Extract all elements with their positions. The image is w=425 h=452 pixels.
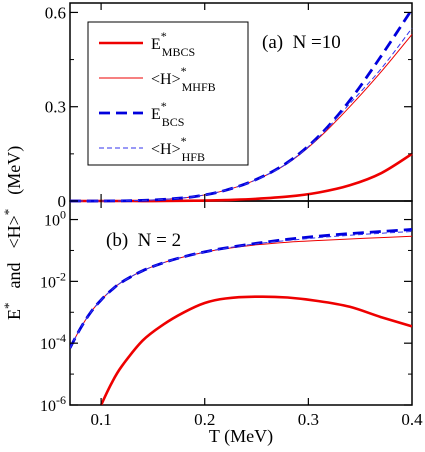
panel-b-series-4-line <box>70 231 412 349</box>
legend-label: <H>* HFB <box>151 134 205 164</box>
panel-b-x-tick-label: 0.3 <box>298 410 319 429</box>
y-label-unit: (MeV) <box>4 146 25 195</box>
svg-text:E*and<H>*(MeV): E*and<H>*(MeV) <box>1 146 25 320</box>
panel-a-y-tick-label: 0.6 <box>45 3 66 22</box>
panel-a-y-tick-label: 0.3 <box>45 98 66 117</box>
panel-b-series-2-line <box>70 235 412 349</box>
panel-b-y-tick-label: 100 <box>44 208 66 230</box>
panel-b-x-tick-label: 0.1 <box>90 410 111 429</box>
panel-a-label: (a) N =10 <box>262 32 341 53</box>
legend-label: E* MBCS <box>151 29 195 59</box>
y-axis-label: E*and<H>*(MeV) <box>1 146 25 320</box>
panel-b-series-1-line <box>99 295 412 405</box>
y-label-e-star: * <box>1 303 16 310</box>
panel-a-y-tick-label: 0 <box>58 192 67 211</box>
y-label-h: <H> <box>4 215 24 248</box>
panel-b-y-tick-label: 10-2 <box>40 269 66 291</box>
x-axis-label: T (MeV) <box>209 426 273 447</box>
legend-label: E* BCS <box>151 99 184 129</box>
panel-b-x-tick-label: 0.2 <box>194 410 215 429</box>
panel-b-x-tick-label: 0.4 <box>401 410 423 429</box>
legend-label: <H>* MHFB <box>151 64 216 94</box>
legend-box <box>87 21 249 166</box>
y-label-e: E <box>4 309 24 320</box>
panel-a-series-4-line <box>69 27 413 202</box>
y-label-and: and <box>4 263 24 289</box>
panel-b-y-tick-label: 10-4 <box>40 331 66 353</box>
panel-b-label: (b) N = 2 <box>106 230 181 251</box>
y-label-h-star: * <box>1 209 16 216</box>
panel-b-y-tick-label: 10-6 <box>40 393 66 415</box>
panel-b-frame <box>69 200 413 406</box>
